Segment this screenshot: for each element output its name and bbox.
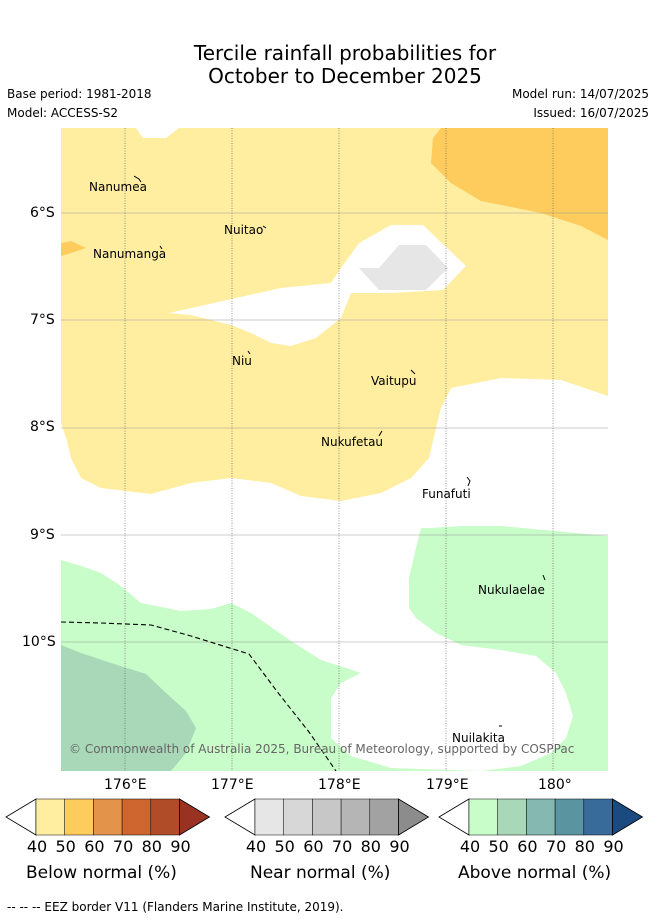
map-title: Tercile rainfall probabilities for Octob… — [0, 42, 655, 88]
colorbar-tick-label: 90 — [170, 837, 191, 856]
map-title-line1: Tercile rainfall probabilities for — [193, 41, 497, 65]
colorbar-tick-label: 40 — [459, 837, 481, 856]
legend-above-label: Above normal (%) — [458, 863, 612, 883]
colorbar-tick-label: 60 — [303, 837, 324, 856]
place-label: Nuitao — [224, 223, 263, 237]
copyright-notice: © Commonwealth of Australia 2025, Bureau… — [69, 742, 574, 756]
colorbar-segment — [312, 798, 342, 836]
colorbar-tick-label: 50 — [274, 837, 295, 856]
colorbar-tick-label: 80 — [574, 837, 595, 856]
legend-below-label: Below normal (%) — [26, 863, 177, 883]
colorbar-segment — [35, 798, 65, 836]
above-normal-40-50-south-region — [61, 526, 608, 771]
map-title-line2: October to December 2025 — [208, 64, 482, 88]
colorbar-over-triangle — [179, 798, 211, 836]
model-name: Model: ACCESS-S2 — [7, 106, 119, 120]
colorbar-tick-label: 60 — [517, 837, 538, 856]
eez-footnote: -- -- -- EEZ border V11 (Flanders Marine… — [7, 900, 344, 914]
colorbar-segment — [254, 798, 284, 836]
colorbar-tick-label: 70 — [331, 837, 353, 856]
below-normal-50-60-small-region — [61, 241, 86, 256]
colorbar-segment — [340, 798, 371, 836]
colorbar-above-normal — [438, 798, 644, 836]
colorbar-tick-label: 90 — [603, 837, 624, 856]
colorbar-under-triangle — [438, 798, 470, 836]
near-normal-40-50-region — [359, 245, 448, 290]
colorbar-segment — [369, 798, 399, 836]
colorbar-segment — [583, 798, 613, 836]
place-label: Vaitupu — [371, 374, 417, 388]
base-period: Base period: 1981-2018 — [7, 87, 152, 101]
colorbar-segment — [150, 798, 180, 836]
colorbar-segment — [64, 798, 94, 836]
place-label: Niu — [232, 354, 252, 368]
lat-tick-label: 8°S — [30, 419, 55, 435]
colorbar-over-triangle — [398, 798, 430, 836]
longitude-gridlines — [124, 128, 554, 771]
colorbar-tick-label: 70 — [112, 837, 134, 856]
place-label: Nukufetau — [321, 435, 383, 449]
colorbar-segment — [121, 798, 152, 836]
colorbar-segment — [497, 798, 527, 836]
colorbar-near-normal — [224, 798, 430, 836]
colorbar-tick-label: 70 — [545, 837, 567, 856]
colorbar-under-triangle — [5, 798, 37, 836]
colorbar-tick-label: 50 — [55, 837, 76, 856]
colorbar-segment — [93, 798, 123, 836]
island-shapes — [133, 175, 546, 727]
lat-tick-label: 7°S — [30, 312, 55, 328]
model-run-date: Model run: 14/07/2025 — [511, 87, 649, 101]
legend-near-label: Near normal (%) — [250, 863, 391, 883]
colorbar-tick-label: 90 — [389, 837, 410, 856]
colorbar-segment — [468, 798, 498, 836]
place-label: Nuilakita — [452, 731, 505, 745]
rainfall-probability-map: Nanumea Nuitao Nanumanga Niu Vaitupu Nuk… — [61, 128, 608, 771]
place-label: Nanumanga — [93, 247, 166, 261]
lat-tick-label: 10°S — [22, 634, 56, 650]
lon-tick-label: 179°E — [426, 777, 469, 793]
legend-colorbars — [5, 798, 644, 836]
colorbar-segment — [526, 798, 556, 836]
place-label: Nukulaelae — [478, 583, 545, 597]
place-label: Funafuti — [422, 487, 471, 501]
colorbar-tick-label: 50 — [488, 837, 509, 856]
lon-tick-label: 178°E — [318, 777, 361, 793]
latitude-gridlines — [61, 212, 608, 643]
issued-date: Issued: 16/07/2025 — [533, 106, 649, 120]
colorbar-segment — [283, 798, 313, 836]
colorbar-under-triangle — [224, 798, 256, 836]
colorbar-tick-label: 40 — [26, 837, 48, 856]
colorbar-tick-label: 80 — [141, 837, 162, 856]
lat-tick-label: 9°S — [30, 527, 55, 543]
above-normal-50-60-region — [61, 645, 196, 771]
below-normal-50-60-region — [431, 128, 608, 240]
lon-tick-label: 177°E — [211, 777, 254, 793]
colorbar-tick-label: 60 — [84, 837, 105, 856]
colorbar-tick-label: 80 — [360, 837, 381, 856]
lat-tick-label: 6°S — [30, 205, 55, 221]
lon-tick-label: 180° — [538, 777, 572, 793]
colorbar-over-triangle — [612, 798, 644, 836]
lon-tick-label: 176°E — [104, 777, 147, 793]
colorbar-tick-label: 40 — [245, 837, 267, 856]
eez-border — [61, 621, 337, 771]
place-label: Nanumea — [89, 180, 147, 194]
colorbar-segment — [554, 798, 585, 836]
island-labels: Nanumea Nuitao Nanumanga Niu Vaitupu Nuk… — [89, 180, 545, 745]
colorbar-below-normal — [5, 798, 211, 836]
